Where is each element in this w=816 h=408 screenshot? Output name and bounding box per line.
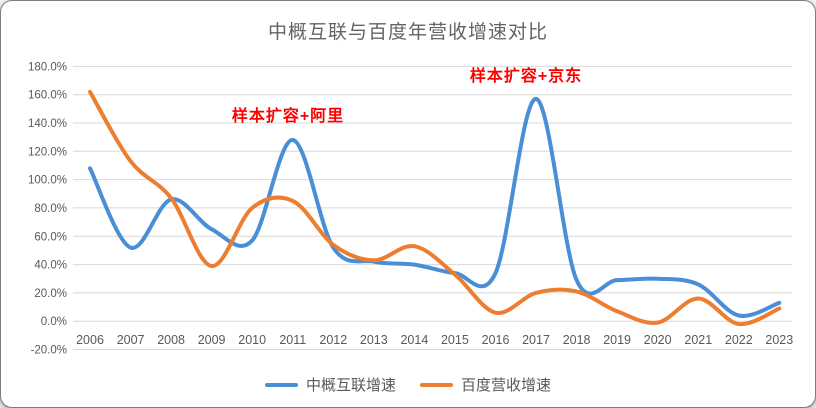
x-axis-tick-label: 2010 xyxy=(238,333,266,347)
legend-item-china-internet: 中概互联增速 xyxy=(264,374,396,395)
x-axis-tick-label: 2013 xyxy=(360,333,388,347)
y-axis-tick-label: 140.0% xyxy=(28,118,67,130)
y-axis-tick-label: 120.0% xyxy=(28,146,67,158)
chart-title: 中概互联与百度年营收增速对比 xyxy=(267,22,548,43)
x-axis-tick-label: 2021 xyxy=(684,333,712,347)
legend: 中概互联增速 百度营收增速 xyxy=(1,374,815,395)
x-axis-tick-label: 2014 xyxy=(400,333,428,347)
x-axis-tick-label: 2016 xyxy=(482,333,510,347)
legend-label-baidu: 百度营收增速 xyxy=(461,377,552,394)
annotation-sample-expand-alibaba: 样本扩容+阿里 xyxy=(231,108,345,125)
y-axis-tick-label: 0.0% xyxy=(41,316,67,328)
x-axis-tick-label: 2019 xyxy=(603,333,631,347)
y-axis-tick-label: 180.0% xyxy=(28,61,67,73)
legend-swatch-baidu xyxy=(420,382,453,387)
x-axis-tick-label: 2023 xyxy=(765,333,793,347)
y-axis-tick-label: 60.0% xyxy=(34,231,67,243)
y-axis-tick-label: -20.0% xyxy=(31,345,67,357)
x-axis-tick-label: 2018 xyxy=(563,333,591,347)
legend-item-baidu: 百度营收增速 xyxy=(420,374,551,395)
x-axis-tick-label: 2008 xyxy=(157,333,185,347)
x-axis-tick-label: 2007 xyxy=(117,333,145,347)
x-axis-tick-label: 2022 xyxy=(725,333,753,347)
y-axis-tick-label: 20.0% xyxy=(34,288,67,300)
series-line-baidu-revenue-growth xyxy=(88,89,782,327)
x-axis-tick-label: 2009 xyxy=(198,333,226,347)
x-axis-tick-label: 2011 xyxy=(279,333,306,347)
x-axis-tick-label: 2017 xyxy=(522,333,550,347)
x-axis-tick-label: 2006 xyxy=(76,333,104,347)
series-line-china-internet-growth xyxy=(88,96,782,318)
x-axis-tick-label: 2012 xyxy=(319,333,347,347)
legend-swatch-china-internet xyxy=(264,382,298,387)
x-axis-tick-label: 2015 xyxy=(441,333,469,347)
y-axis-tick-label: 40.0% xyxy=(34,260,67,272)
y-axis-tick-label: 160.0% xyxy=(28,90,67,102)
y-axis-tick-label: 80.0% xyxy=(34,203,67,215)
x-axis-tick-label: 2020 xyxy=(644,333,672,347)
y-axis-tick-label: 100.0% xyxy=(28,175,67,187)
legend-label-china-internet: 中概互联增速 xyxy=(305,377,396,394)
annotation-sample-expand-jd: 样本扩容+京东 xyxy=(469,68,583,85)
